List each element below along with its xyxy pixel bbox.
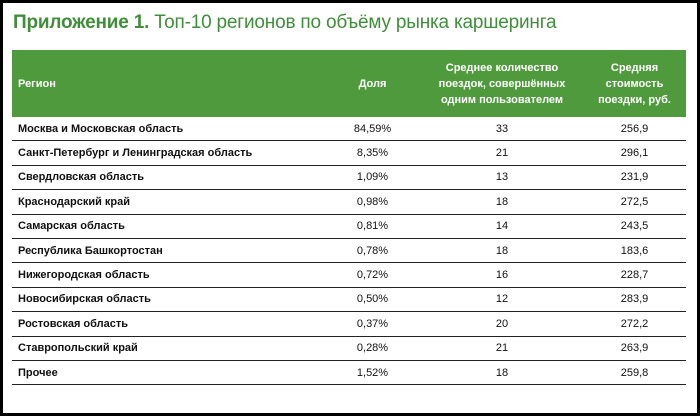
cell-trips: 18 (421, 238, 583, 264)
cell-cost: 256,9 (583, 117, 686, 142)
cell-trips: 13 (421, 165, 583, 191)
table-row: Санкт-Петербург и Ленинградская область 8… (12, 140, 686, 166)
cell-cost: 259,8 (583, 360, 686, 386)
cell-cost: 272,5 (583, 189, 686, 215)
cell-cost: 283,9 (583, 287, 686, 313)
cell-region: Санкт-Петербург и Ленинградская область (12, 140, 324, 166)
cell-region: Нижегородская область (12, 262, 324, 288)
table-row: Москва и Московская область 84,59% 33 256,9 (12, 117, 686, 142)
table-row: Нижегородская область 0,72% 16 228,7 (12, 262, 686, 288)
cell-trips: 18 (421, 189, 583, 215)
cell-region: Краснодарский край (12, 189, 324, 215)
cell-region: Ставропольский край (12, 336, 324, 361)
cell-trips: 21 (421, 140, 583, 166)
cell-region: Самарская область (12, 214, 324, 239)
table-row: Самарская область 0,81% 14 243,5 (12, 214, 686, 239)
title-bold: Приложение 1. (13, 12, 150, 33)
table-row: Ставропольский край 0,28% 21 263,9 (12, 336, 686, 361)
header-share: Доля (324, 50, 421, 117)
page-title: Приложение 1. Топ-10 регионов по объёму … (13, 12, 557, 34)
regions-table: Регион Доля Среднее количество поездок, … (12, 50, 686, 386)
cell-share: 0,98% (324, 189, 421, 215)
cell-trips: 33 (421, 117, 583, 142)
cell-region: Прочее (12, 360, 324, 386)
cell-share: 0,78% (324, 238, 421, 264)
cell-share: 1,52% (324, 360, 421, 386)
cell-cost: 231,9 (583, 165, 686, 191)
cell-trips: 16 (421, 262, 583, 288)
table-row: Краснодарский край 0,98% 18 272,5 (12, 189, 686, 215)
cell-region: Республика Башкортостан (12, 238, 324, 264)
cell-share: 0,72% (324, 262, 421, 288)
cell-cost: 228,7 (583, 262, 686, 288)
cell-cost: 272,2 (583, 311, 686, 337)
cell-region: Новосибирская область (12, 287, 324, 313)
cell-share: 0,50% (324, 287, 421, 313)
cell-trips: 18 (421, 360, 583, 386)
cell-region: Ростовская область (12, 311, 324, 337)
table-row: Свердловская область 1,09% 13 231,9 (12, 165, 686, 191)
cell-share: 0,37% (324, 311, 421, 337)
cell-share: 84,59% (324, 117, 421, 142)
cell-cost: 243,5 (583, 214, 686, 239)
cell-region: Москва и Московская область (12, 117, 324, 142)
header-trips: Среднее количество поездок, совершённых … (421, 50, 583, 117)
cell-cost: 263,9 (583, 336, 686, 361)
cell-trips: 21 (421, 336, 583, 361)
table-row: Республика Башкортостан 0,78% 18 183,6 (12, 238, 686, 264)
cell-trips: 14 (421, 214, 583, 239)
cell-share: 1,09% (324, 165, 421, 191)
cell-share: 0,28% (324, 336, 421, 361)
cell-cost: 296,1 (583, 140, 686, 166)
table-header-row: Регион Доля Среднее количество поездок, … (12, 50, 686, 117)
title-text: Топ-10 регионов по объёму рынка каршерин… (149, 12, 557, 33)
table-row: Ростовская область 0,37% 20 272,2 (12, 311, 686, 337)
cell-trips: 20 (421, 311, 583, 337)
cell-cost: 183,6 (583, 238, 686, 264)
header-region: Регион (12, 50, 324, 117)
cell-share: 0,81% (324, 214, 421, 239)
cell-region: Свердловская область (12, 165, 324, 191)
header-cost: Средняя стоимость поездки, руб. (583, 50, 686, 117)
table-row: Новосибирская область 0,50% 12 283,9 (12, 287, 686, 313)
cell-share: 8,35% (324, 140, 421, 166)
cell-trips: 12 (421, 287, 583, 313)
table-row: Прочее 1,52% 18 259,8 (12, 360, 686, 386)
